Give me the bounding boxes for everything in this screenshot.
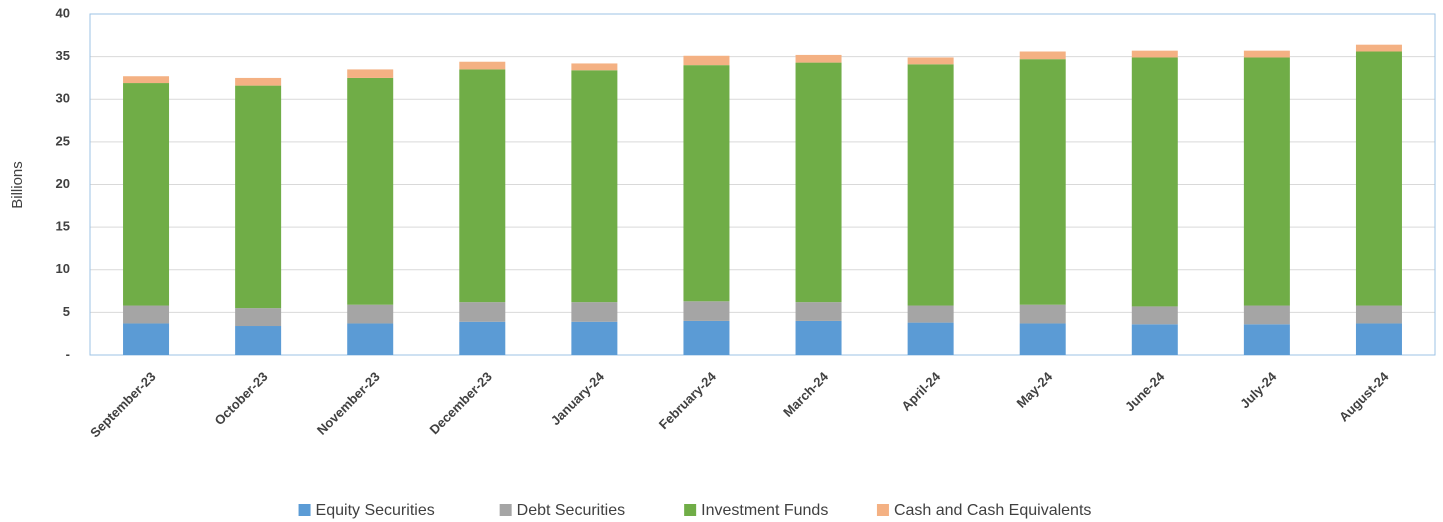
legend-swatch bbox=[876, 504, 889, 516]
bar-segment bbox=[1243, 50, 1290, 58]
y-tick-label: 25 bbox=[56, 133, 70, 148]
bar-segment bbox=[347, 69, 394, 78]
plot-border bbox=[89, 13, 1436, 356]
bar-segment bbox=[1243, 57, 1290, 306]
y-tick-label: 30 bbox=[56, 91, 70, 106]
y-tick-label: 5 bbox=[63, 304, 70, 319]
bar-segment bbox=[123, 83, 170, 306]
x-tick-label: October-23 bbox=[212, 369, 271, 428]
bar-segment bbox=[571, 321, 618, 355]
x-tick-label: February-24 bbox=[656, 368, 720, 432]
bar-segment bbox=[235, 85, 282, 309]
bar-segment bbox=[1019, 51, 1066, 60]
x-tick-label: September-23 bbox=[87, 369, 158, 440]
bar-segment bbox=[459, 321, 506, 355]
bar-segment bbox=[1019, 59, 1066, 305]
bar-segment bbox=[1243, 305, 1290, 325]
bar-segment bbox=[123, 76, 170, 84]
bar-segment bbox=[123, 305, 170, 324]
y-axis-label: Billions bbox=[9, 161, 26, 209]
bar-segment bbox=[795, 54, 842, 63]
y-tick-label: 10 bbox=[56, 261, 70, 276]
bar-segment bbox=[235, 77, 282, 86]
bar-segment bbox=[1131, 306, 1178, 325]
bar-segment bbox=[907, 64, 954, 306]
x-tick-label: June-24 bbox=[1122, 368, 1168, 414]
y-tick-label: 35 bbox=[56, 48, 70, 63]
bar-segment bbox=[459, 69, 506, 303]
x-tick-label: July-24 bbox=[1237, 368, 1280, 411]
bar-segment bbox=[347, 304, 394, 324]
bar-segment bbox=[1243, 324, 1290, 355]
legend-swatch bbox=[684, 504, 697, 516]
bar-segment bbox=[795, 62, 842, 303]
bar-segment bbox=[683, 320, 730, 355]
bar-segment bbox=[123, 323, 170, 355]
x-tick-label: November-23 bbox=[314, 369, 383, 438]
bar-segment bbox=[683, 55, 730, 66]
x-tick-label: January-24 bbox=[548, 368, 608, 428]
legend-label: Equity Securities bbox=[316, 502, 435, 519]
y-tick-label: 20 bbox=[56, 176, 70, 191]
bar-segment bbox=[571, 70, 618, 303]
bar-segment bbox=[683, 65, 730, 302]
bar-segment bbox=[683, 301, 730, 321]
x-tick-label: May-24 bbox=[1013, 368, 1055, 410]
bar-segment bbox=[907, 305, 954, 323]
bar-segment bbox=[795, 302, 842, 321]
x-tick-label: April-24 bbox=[898, 368, 943, 413]
bar-segment bbox=[1019, 323, 1066, 355]
legend-swatch bbox=[499, 504, 512, 516]
y-tick-label: 15 bbox=[56, 219, 70, 234]
bar-segment bbox=[1355, 44, 1402, 52]
bar-segment bbox=[907, 322, 954, 355]
legend-label: Debt Securities bbox=[517, 502, 626, 519]
bar-segment bbox=[1019, 304, 1066, 324]
legend-label: Cash and Cash Equivalents bbox=[894, 502, 1091, 519]
x-tick-label: December-23 bbox=[426, 369, 494, 437]
bar-segment bbox=[235, 308, 282, 327]
y-tick-label: - bbox=[66, 346, 70, 361]
bar-segment bbox=[571, 63, 618, 71]
legend-swatch bbox=[298, 504, 311, 516]
bar-segment bbox=[1355, 323, 1402, 355]
x-tick-label: March-24 bbox=[780, 368, 832, 420]
y-tick-label: 40 bbox=[56, 5, 70, 20]
bar-segment bbox=[459, 61, 506, 70]
bar-segment bbox=[347, 323, 394, 355]
legend-label: Investment Funds bbox=[701, 502, 828, 519]
bar-segment bbox=[907, 57, 954, 65]
bar-segment bbox=[1131, 50, 1178, 58]
bar-segment bbox=[235, 326, 282, 355]
bar-segment bbox=[459, 302, 506, 322]
bar-segment bbox=[1131, 324, 1178, 355]
bar-segment bbox=[1355, 51, 1402, 306]
bar-segment bbox=[347, 77, 394, 305]
bar-segment bbox=[795, 320, 842, 355]
bar-segment bbox=[1131, 57, 1178, 307]
bar-segment bbox=[1355, 305, 1402, 324]
bar-segment bbox=[571, 302, 618, 322]
x-tick-label: August-24 bbox=[1336, 368, 1392, 424]
